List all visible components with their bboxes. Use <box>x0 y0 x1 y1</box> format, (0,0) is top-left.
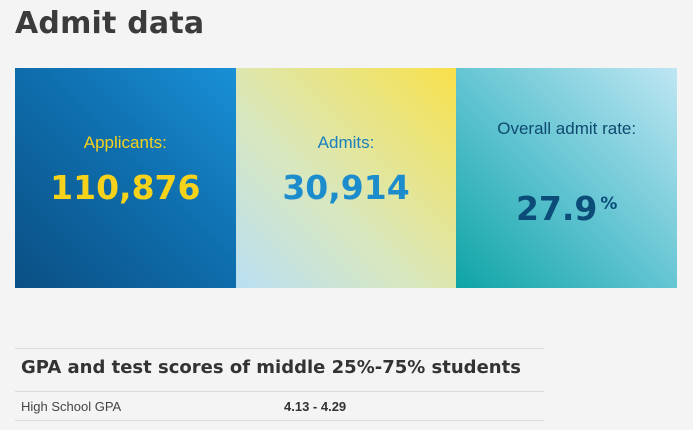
applicants-value: 110,876 <box>50 168 201 207</box>
page-title: Admit data <box>15 6 205 41</box>
admit-rate-value-wrap: 27.9% <box>456 184 677 229</box>
test-scores-heading: GPA and test scores of middle 25%-75% st… <box>15 348 544 384</box>
test-scores-table: GPA and test scores of middle 25%-75% st… <box>15 348 544 421</box>
admit-rate-label: Overall admit rate: <box>497 119 637 138</box>
admits-tile: Admits: 30,914 <box>235 68 457 288</box>
admit-rate-value: 27.9 <box>515 189 598 228</box>
admit-rate-tile: Overall admit rate: 27.9% <box>456 68 678 288</box>
applicants-tile: Applicants: 110,876 <box>15 68 236 288</box>
admit-rate-percent-sign: % <box>600 194 618 214</box>
admits-label: Admits: <box>317 133 375 152</box>
table-row: High School GPA 4.13 - 4.29 <box>15 391 544 421</box>
admit-stats-tiles: Applicants: 110,876 Admits: 30,914 Overa… <box>15 68 678 288</box>
score-row-value: 4.13 - 4.29 <box>284 398 347 414</box>
score-row-label: High School GPA <box>21 398 122 414</box>
admits-value: 30,914 <box>282 168 410 207</box>
applicants-label: Applicants: <box>83 133 167 152</box>
